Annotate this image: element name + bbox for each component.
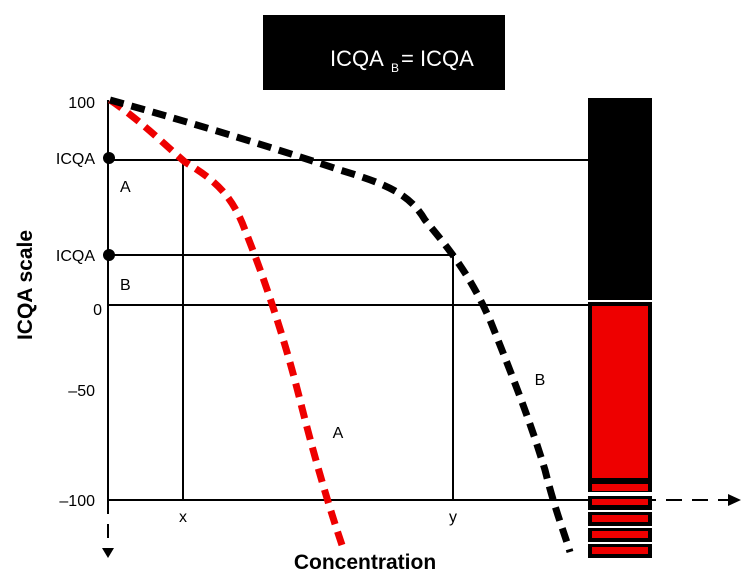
level-label: ICQA	[56, 248, 95, 265]
y-axis-title: ICQA scale	[14, 230, 37, 340]
x-mark-label: x	[179, 509, 187, 526]
bar-segment	[592, 499, 648, 505]
curve-label: B	[535, 372, 546, 389]
bar-segment	[592, 484, 648, 491]
bar-segment	[592, 531, 648, 538]
arrow	[728, 494, 741, 506]
level-dot	[103, 152, 115, 164]
bar-segment	[588, 98, 652, 300]
bar-segment	[592, 547, 648, 554]
level-sub: B	[120, 277, 131, 294]
bar-segment	[592, 306, 648, 478]
y-top-label: 100	[68, 95, 95, 112]
x-axis-title: Concentration	[294, 551, 436, 571]
y-tick-label: –100	[59, 493, 95, 510]
x-mark-label: y	[449, 509, 457, 526]
title-rest: = ICQA	[401, 46, 474, 71]
title-subscript: B	[391, 61, 399, 75]
title-main: ICQA	[330, 46, 384, 71]
title-box	[263, 15, 505, 90]
arrow	[102, 548, 114, 558]
y-tick-label: –50	[68, 383, 95, 400]
curve-label: A	[333, 425, 344, 442]
level-sub: A	[120, 179, 131, 196]
curve-b	[109, 96, 574, 553]
y-tick-label: 0	[93, 302, 102, 319]
bar-segment	[592, 515, 648, 522]
curve-a	[108, 97, 347, 550]
level-dot	[103, 249, 115, 261]
level-label: ICQA	[56, 151, 95, 168]
